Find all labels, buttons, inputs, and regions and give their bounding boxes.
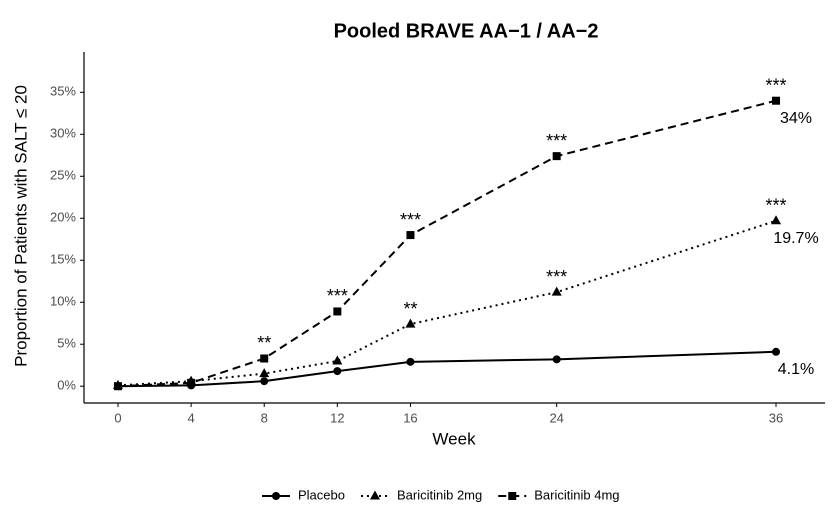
marker [552, 152, 561, 161]
y-tick-label: 25% [50, 168, 76, 183]
marker [772, 347, 781, 356]
x-axis-label: Week [432, 429, 476, 448]
significance-label: *** [546, 267, 567, 287]
y-axis-label: Proportion of Patients with SALT ≤ 20 [11, 85, 30, 367]
marker [406, 357, 415, 366]
x-tick-label: 24 [549, 410, 563, 425]
x-tick-label: 12 [330, 410, 344, 425]
y-tick-label: 30% [50, 126, 76, 141]
legend-label: Placebo [298, 487, 345, 502]
y-tick-label: 10% [50, 294, 76, 309]
value-label: 19.7% [773, 230, 818, 247]
marker [771, 215, 782, 225]
significance-label: ** [257, 333, 271, 353]
marker [406, 231, 415, 240]
marker [772, 96, 781, 105]
significance-label: *** [400, 210, 421, 230]
value-label: 4.1% [778, 361, 814, 378]
x-tick-label: 8 [261, 410, 268, 425]
y-tick-label: 5% [57, 336, 76, 351]
marker [113, 382, 122, 391]
significance-label: *** [766, 196, 787, 216]
marker [332, 355, 343, 365]
y-tick-label: 0% [57, 378, 76, 393]
marker [259, 368, 270, 378]
series-line [117, 350, 777, 388]
marker [187, 378, 196, 387]
x-tick-label: 36 [769, 410, 783, 425]
significance-label: *** [327, 286, 348, 306]
marker [405, 318, 416, 328]
legend-marker [369, 490, 380, 500]
significance-label: *** [766, 75, 787, 95]
significance-label: *** [546, 131, 567, 151]
chart-title: Pooled BRAVE AA−1 / AA−2 [334, 20, 599, 42]
y-tick-label: 20% [50, 210, 76, 225]
x-tick-label: 16 [403, 410, 417, 425]
x-tick-label: 4 [187, 410, 194, 425]
marker [260, 377, 269, 386]
x-tick-label: 0 [114, 410, 121, 425]
legend-marker [508, 492, 517, 500]
y-tick-label: 35% [50, 84, 76, 99]
legend-label: Baricitinib 2mg [397, 487, 482, 502]
legend-marker [272, 492, 280, 500]
marker [551, 286, 562, 296]
marker [552, 355, 561, 364]
y-tick-label: 15% [50, 252, 76, 267]
marker [333, 367, 342, 376]
marker [333, 307, 342, 316]
value-label: 34% [780, 110, 812, 127]
marker [260, 354, 269, 363]
series-line [117, 99, 777, 388]
legend-label: Baricitinib 4mg [534, 487, 619, 502]
significance-label: ** [403, 299, 417, 319]
